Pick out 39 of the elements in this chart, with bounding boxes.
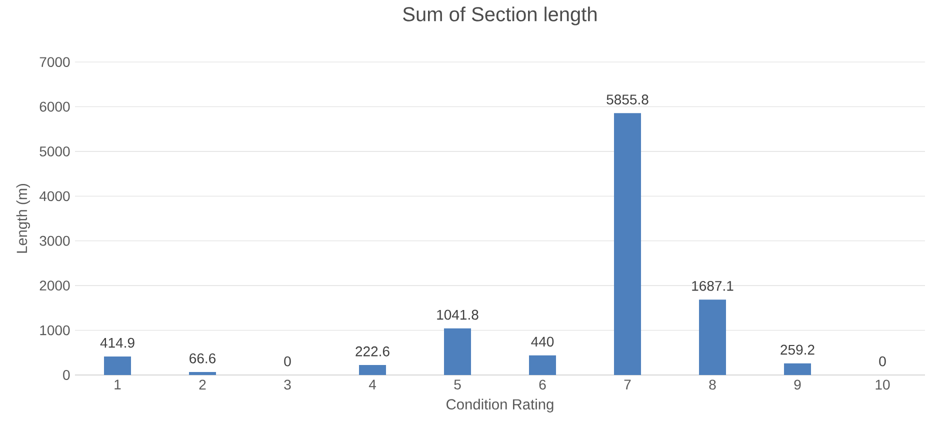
bar <box>444 328 472 375</box>
x-tick-label: 1 <box>114 380 121 390</box>
data-label: 0 <box>284 356 291 366</box>
bar <box>614 113 642 375</box>
x-tick-label: 10 <box>876 380 890 390</box>
x-tick-label: 8 <box>709 380 716 390</box>
y-tick-label: 4000 <box>39 191 70 202</box>
x-tick-label: 6 <box>539 380 546 390</box>
y-tick-label: 2000 <box>40 280 70 291</box>
data-label: 259.2 <box>780 344 814 355</box>
bar <box>104 356 132 375</box>
x-tick-label: 4 <box>368 380 376 390</box>
y-tick-label: 7000 <box>40 57 70 67</box>
y-tick-label: 0 <box>63 370 70 380</box>
data-label: 414.9 <box>100 338 134 348</box>
data-label: 440 <box>531 336 554 347</box>
data-label: 1041.8 <box>437 310 478 320</box>
data-label: 5855.8 <box>606 94 648 104</box>
y-axis-title: Length (m) <box>16 184 30 253</box>
x-tick-label: 3 <box>284 380 291 390</box>
x-tick-label: 2 <box>199 380 206 390</box>
bar <box>529 355 556 375</box>
data-label: 1687.1 <box>692 280 734 291</box>
y-tick-label: 6000 <box>40 102 70 112</box>
data-label: 66.6 <box>190 353 216 364</box>
x-tick-label: 5 <box>454 380 461 390</box>
bar <box>699 300 726 375</box>
x-tick-label: 9 <box>794 380 801 390</box>
data-label: 222.6 <box>356 346 390 356</box>
chart-title: Sum of Section length <box>403 6 597 26</box>
y-tick-label: 5000 <box>40 146 70 156</box>
y-tick-label: 3000 <box>40 236 70 246</box>
bar <box>189 372 216 375</box>
x-axis-title: Condition Rating <box>446 398 554 412</box>
bar <box>784 363 812 375</box>
data-label: 0 <box>879 356 886 366</box>
bar <box>359 365 386 375</box>
x-tick-label: 7 <box>624 380 631 390</box>
y-tick-label: 1000 <box>40 325 70 336</box>
